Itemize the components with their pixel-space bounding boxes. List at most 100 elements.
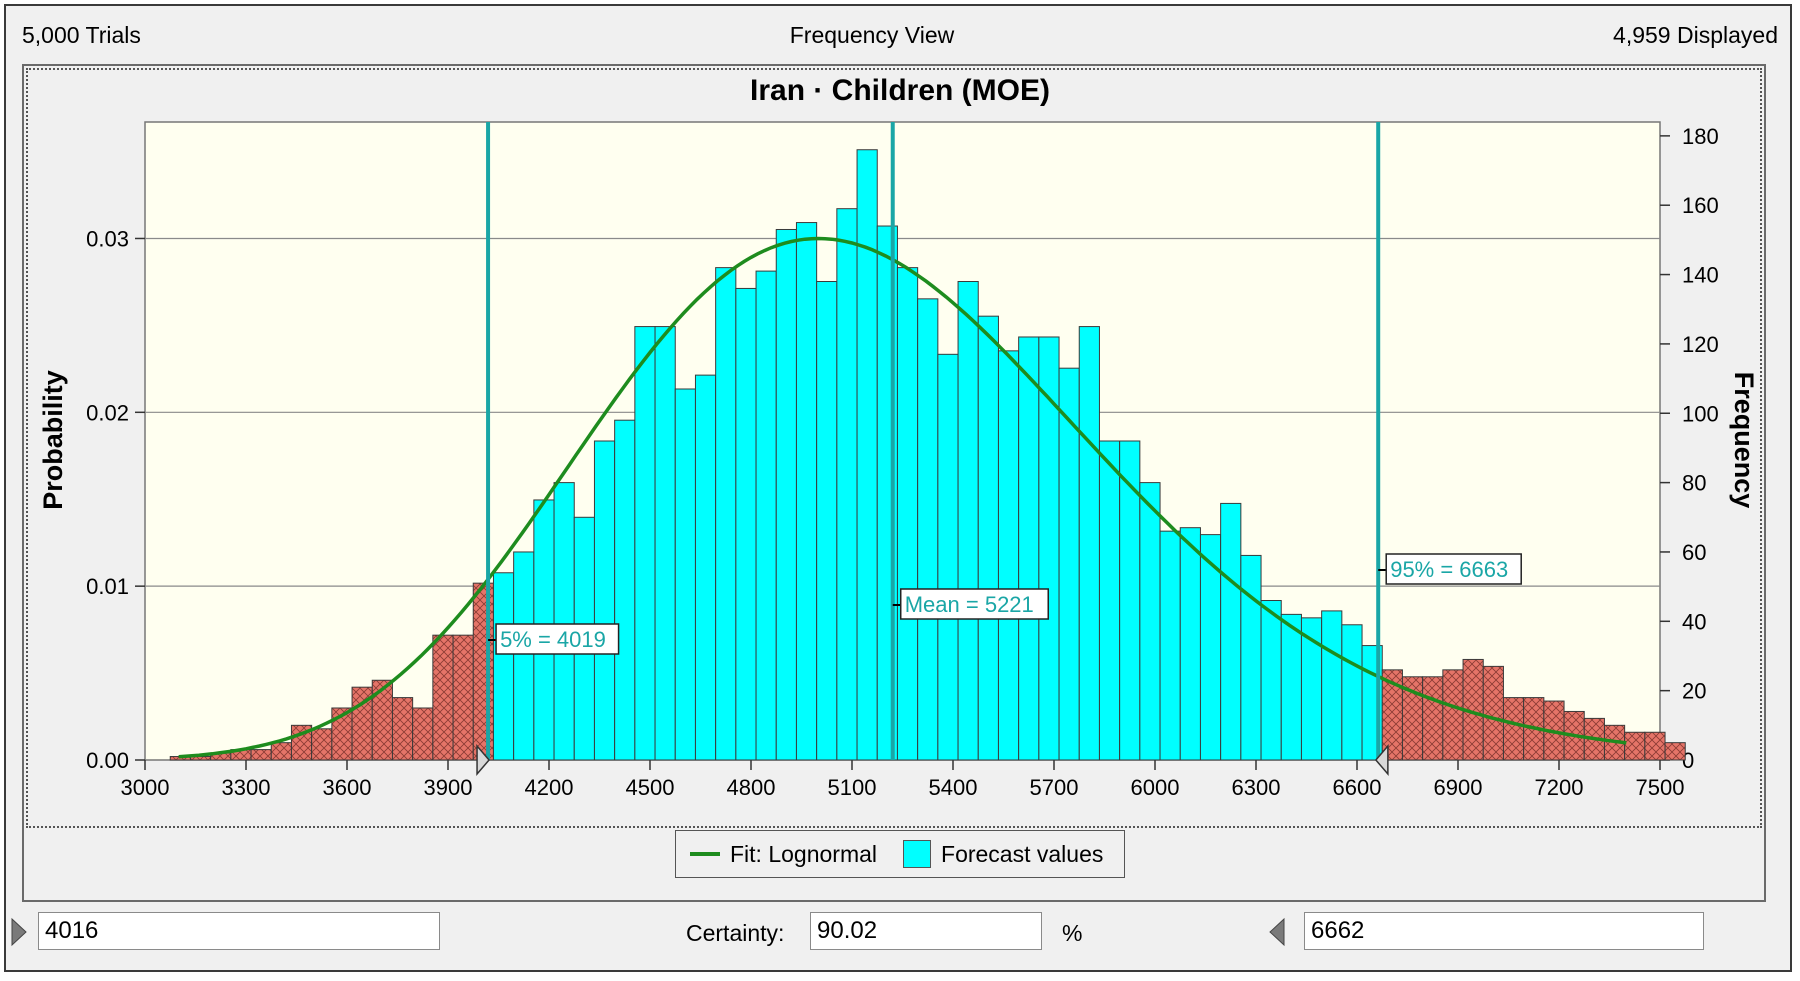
forecast-swatch — [903, 840, 932, 868]
histogram-bar — [371, 679, 393, 761]
histogram-bar — [654, 326, 676, 761]
histogram-bar — [1139, 482, 1161, 761]
histogram-bar — [896, 267, 919, 761]
fit-curve — [178, 236, 1627, 759]
histogram-bar — [452, 634, 474, 761]
histogram-bar — [1179, 527, 1201, 761]
x-tick-label: 7500 — [1636, 775, 1685, 800]
right-range-grabber — [1374, 743, 1389, 777]
histogram-bar — [432, 634, 454, 761]
histogram-bar — [472, 582, 494, 761]
histogram-bar — [775, 228, 797, 761]
histogram-bar — [1321, 610, 1343, 761]
y-tick-label: 0.03 — [86, 226, 129, 251]
y2-tick-label: 100 — [1682, 401, 1719, 426]
histogram-bar — [997, 350, 1020, 761]
histogram-bar — [614, 419, 636, 761]
view-title: Frequency View — [789, 22, 955, 48]
y-tick-label: 0.02 — [86, 400, 129, 425]
x-tick-label: 3900 — [424, 775, 473, 800]
histogram-bar — [795, 222, 818, 761]
left-value-input[interactable] — [38, 912, 440, 950]
legend-forecast: Forecast values — [903, 840, 1103, 868]
y-tick-label: 0.01 — [86, 574, 129, 599]
x-tick-label: 7200 — [1535, 775, 1584, 800]
y-axis-label: Probability — [38, 370, 68, 510]
fit-line-swatch — [690, 852, 720, 856]
x-tick-label: 6300 — [1232, 775, 1281, 800]
histogram-bar — [311, 728, 333, 761]
histogram-bar — [957, 281, 979, 761]
histogram-bar — [755, 270, 777, 761]
histogram-bar — [1018, 336, 1040, 761]
x-tick-label: 3600 — [323, 775, 372, 800]
histogram-bar — [1220, 502, 1242, 761]
marker-label-box — [495, 623, 620, 655]
histogram-bar — [1502, 697, 1525, 761]
x-tick-label: 3300 — [222, 775, 271, 800]
x-tick-label: 4200 — [525, 775, 574, 800]
histogram-bar — [674, 388, 696, 761]
x-tick-label: 4500 — [626, 775, 675, 800]
marker-label-box — [1385, 553, 1522, 585]
y2-tick-label: 40 — [1682, 609, 1706, 634]
trials-count: 5,000 Trials — [22, 22, 141, 48]
x-tick-label: 3000 — [121, 775, 170, 800]
y2-tick-label: 80 — [1682, 471, 1706, 496]
displayed-count: 4,959 Displayed — [1613, 22, 1778, 48]
histogram-bar — [1624, 731, 1646, 761]
legend-fit-label: Fit: Lognormal — [730, 840, 878, 867]
histogram-bar — [1644, 731, 1666, 761]
histogram-bar — [1664, 742, 1686, 761]
chart-legend: Fit: Lognormal Forecast values — [675, 830, 1125, 878]
histogram-bar — [937, 353, 959, 761]
left-range-grabber — [476, 743, 491, 777]
histogram-bar — [856, 149, 878, 761]
histogram-bar — [1482, 665, 1504, 761]
histogram-bar — [1341, 624, 1363, 761]
histogram-bar — [1260, 600, 1282, 761]
percent-sign: % — [1062, 920, 1083, 946]
histogram-bar — [412, 707, 434, 761]
histogram-bar — [836, 208, 858, 761]
y2-tick-label: 160 — [1682, 193, 1719, 218]
histogram-bar — [553, 482, 575, 761]
histogram-bar — [270, 742, 292, 761]
right-grabber-icon[interactable] — [1268, 917, 1286, 947]
x-tick-label: 5700 — [1030, 775, 1079, 800]
y2-axis-label: Frequency — [1729, 372, 1759, 509]
marker-label-box — [899, 588, 1049, 620]
right-value-input[interactable] — [1304, 912, 1704, 950]
histogram-bar — [816, 281, 838, 761]
chart-title: Iran · Children (MOE) — [750, 74, 1050, 107]
histogram-bar — [735, 287, 757, 761]
y2-tick-label: 180 — [1682, 124, 1719, 149]
histogram-bar — [694, 374, 717, 761]
marker-label: 5% = 4019 — [500, 627, 606, 652]
y-tick-label: 0.00 — [86, 748, 129, 773]
histogram-bar — [1422, 676, 1444, 761]
x-tick-label: 5100 — [828, 775, 877, 800]
histogram-bar — [513, 551, 535, 761]
certainty-input[interactable] — [810, 912, 1042, 950]
histogram-bar — [977, 315, 999, 761]
x-tick-label: 4800 — [727, 775, 776, 800]
histogram-bar — [1159, 530, 1181, 761]
legend-fit: Fit: Lognormal — [690, 841, 877, 868]
histogram-bar — [1078, 326, 1100, 761]
x-tick-label: 6000 — [1131, 775, 1180, 800]
histogram-bar — [634, 326, 656, 761]
x-tick-label: 6600 — [1333, 775, 1382, 800]
marker-label: Mean = 5221 — [905, 592, 1034, 617]
histogram-bar — [492, 572, 515, 761]
y2-tick-label: 140 — [1682, 263, 1719, 288]
histogram-bar — [715, 267, 737, 761]
left-grabber-icon[interactable] — [10, 917, 28, 947]
x-tick-label: 6900 — [1434, 775, 1483, 800]
legend-forecast-label: Forecast values — [941, 840, 1104, 867]
y2-tick-label: 120 — [1682, 332, 1719, 357]
histogram-bar — [1240, 554, 1262, 761]
x-tick-label: 5400 — [929, 775, 978, 800]
y2-tick-label: 20 — [1682, 679, 1706, 704]
